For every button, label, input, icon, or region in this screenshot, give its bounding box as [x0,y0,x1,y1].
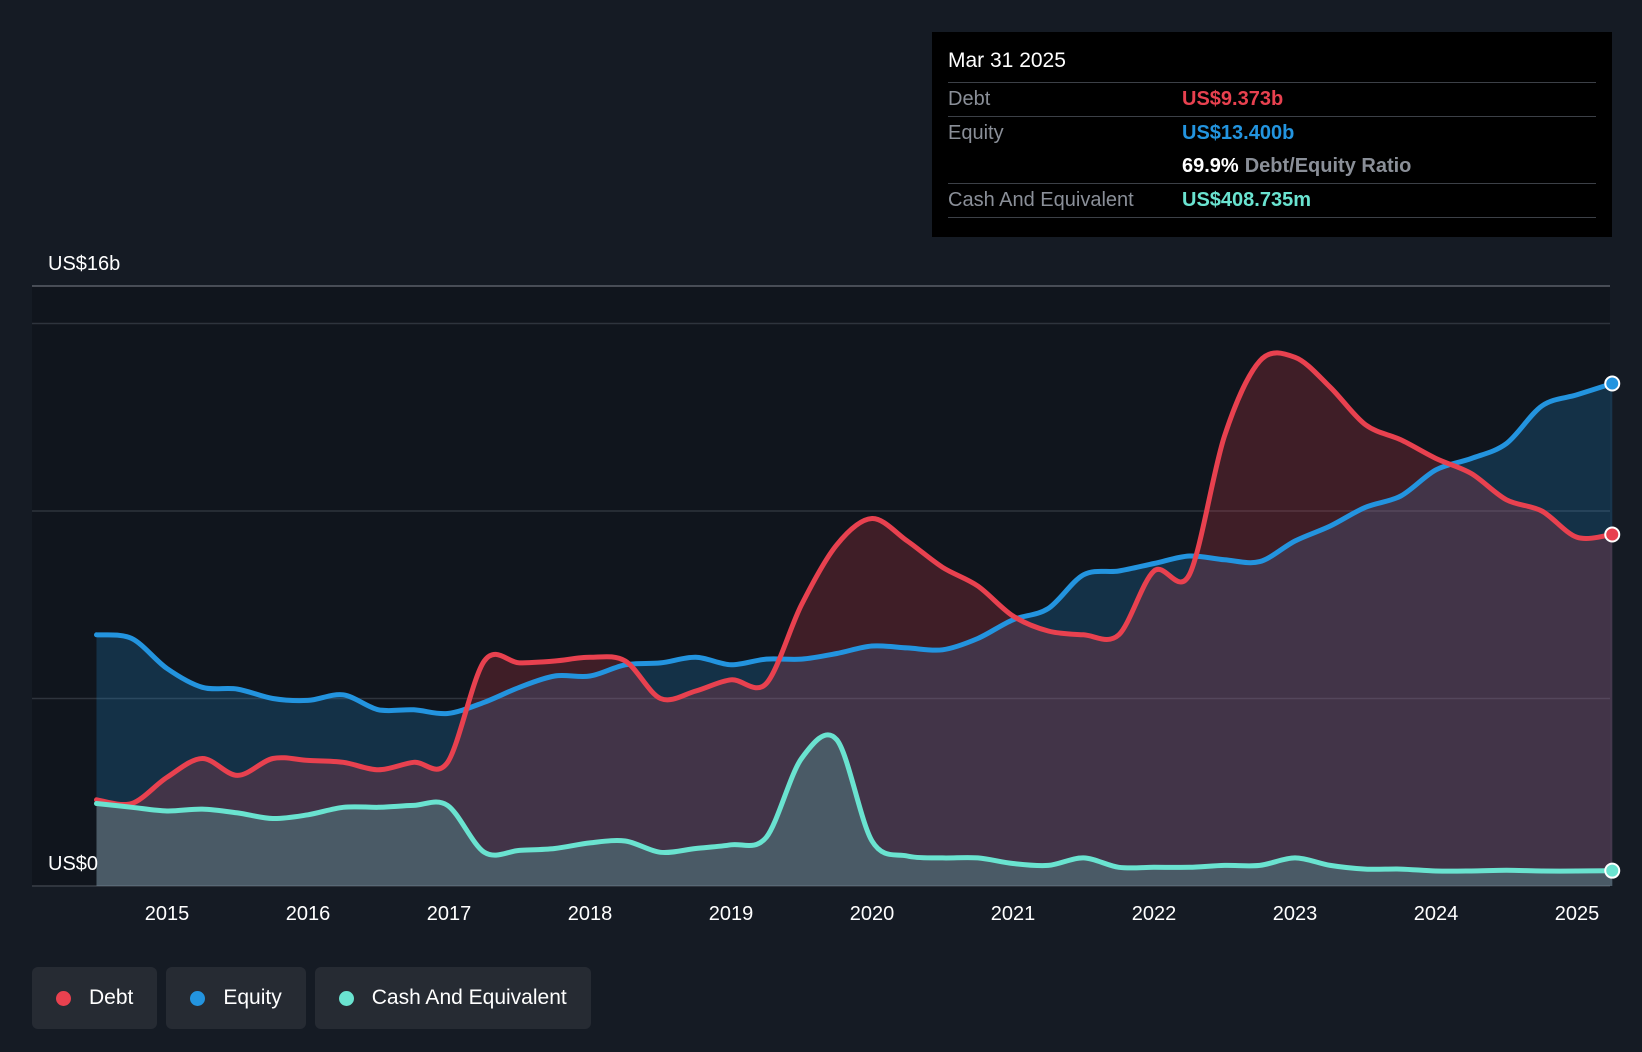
x-tick-label-2019: 2019 [709,903,754,925]
legend-item-debt[interactable]: Debt [32,967,158,1029]
legend-item-equity[interactable]: Equity [166,967,306,1029]
equity-line [94,381,1615,717]
x-axis-ticks: 2015 2016 2017 2018 2019 2020 2021 2022 2023 2024… [145,903,1600,925]
tooltip-cash-value: US$408.735m [1182,189,1311,211]
chart-legend: Debt Equity Cash And Equivalent [32,967,591,1029]
plot-shaded-background [32,286,1610,886]
cash-end-marker[interactable] [1604,862,1621,879]
tooltip-row-cash: Cash And Equivalent US$408.735m [948,183,1596,218]
debt-end-marker[interactable] [1604,526,1621,543]
y-axis-bottom-label: US$0 [48,853,98,875]
cash-area [96,734,1613,886]
data-tooltip: Mar 31 2025 Debt US$9.373b Equity US$13.… [932,32,1612,237]
x-tick-label-2017: 2017 [427,903,472,925]
tooltip-debt-value: US$9.373b [1182,88,1284,110]
x-tick-label-2021: 2021 [991,903,1036,925]
x-tick-label-2022: 2022 [1132,903,1177,925]
x-tick-label-2023: 2023 [1273,903,1318,925]
legend-equity-label: Equity [223,986,282,1009]
tooltip-ratio-label: Debt/Equity Ratio [1244,155,1412,177]
legend-debt-label: Debt [89,986,134,1009]
tooltip-date: Mar 31 2025 [948,49,1066,72]
x-tick-label-2025: 2025 [1555,903,1600,925]
x-tick-label-2024: 2024 [1414,903,1459,925]
equity-end-marker[interactable] [1604,375,1621,392]
legend-cash-label: Cash And Equivalent [371,986,567,1009]
tooltip-ratio-value: 69.9% [1182,155,1239,177]
cash-dot-icon [338,990,354,1006]
debt-dot-icon [56,990,71,1006]
tooltip-row-debt: Debt US$9.373b [948,82,1596,116]
tooltip-equity-value: US$13.400b [1182,122,1295,144]
x-tick-label-2020: 2020 [850,903,895,925]
debt-line [94,350,1615,808]
y-axis-top-label: US$16b [48,253,120,275]
tooltip-equity-label: Equity [948,122,1004,144]
legend-item-cash[interactable]: Cash And Equivalent [314,967,591,1029]
x-tick-label-2016: 2016 [286,903,331,925]
x-tick-label-2015: 2015 [145,903,190,925]
tooltip-row-equity: Equity US$13.400b [948,116,1596,150]
equity-dot-icon [190,990,206,1006]
tooltip-debt-label: Debt [948,88,991,110]
debt-area [96,352,1613,886]
tooltip-row-ratio: 69.9% Debt/Equity Ratio [948,150,1596,183]
tooltip-cash-label: Cash And Equivalent [948,189,1134,211]
series-end-markers[interactable] [1604,375,1621,879]
equity-area [96,383,1613,886]
series-areas [96,352,1613,886]
cash-line [94,732,1615,874]
x-tick-label-2018: 2018 [568,903,613,925]
series-lines [94,350,1615,874]
